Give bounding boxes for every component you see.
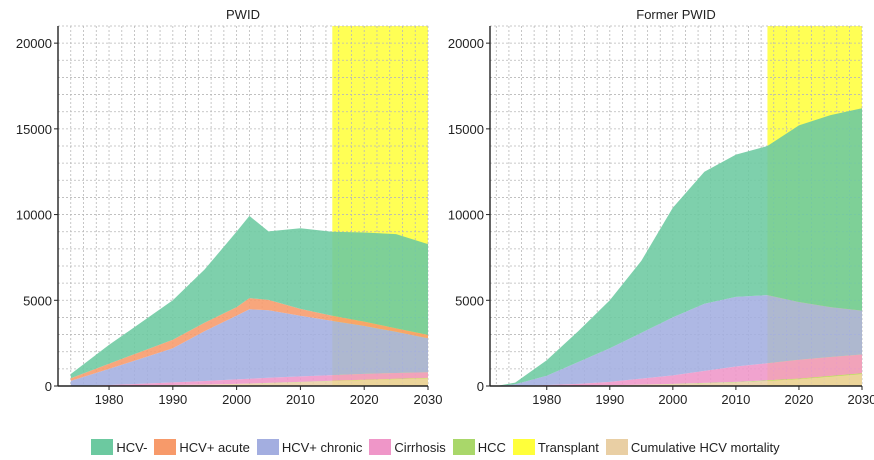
area-cumulative-hcv-mortality — [496, 374, 862, 386]
x-tick-label: 2020 — [784, 392, 813, 407]
y-tick-label: 15000 — [16, 122, 52, 137]
x-tick-label: 2030 — [848, 392, 874, 407]
area-hcv-chronic — [70, 309, 429, 386]
area-cirrhosis — [496, 354, 862, 386]
pwid-panel: 0 5000 10000 15000 20000 1980 1990 2000 2010 2020… — [16, 7, 443, 407]
x-tick-label: 2020 — [350, 392, 379, 407]
legend-swatch — [512, 439, 535, 455]
legend-swatch — [256, 439, 279, 455]
area-cumulative-hcv-mortality — [70, 378, 429, 386]
former-pwid-title: Former PWID — [636, 7, 715, 22]
y-tick-label: 20000 — [448, 36, 484, 51]
x-tick-label: 2000 — [658, 392, 687, 407]
legend-label: HCV- — [116, 439, 148, 455]
legend-label: Transplant — [537, 439, 599, 455]
y-tick-label: 10000 — [16, 208, 52, 223]
area-hcc — [496, 373, 862, 386]
legend-swatch — [154, 439, 177, 455]
y-tick-label: 0 — [45, 379, 52, 394]
legend-swatch — [452, 439, 475, 455]
y-tick-label: 5000 — [455, 293, 484, 308]
legend-item-cirrhosis: Cirrhosis — [369, 439, 446, 455]
legend-label: HCV+ chronic — [281, 439, 363, 455]
legend-label: Cumulative HCV mortality — [630, 439, 780, 455]
legend-swatch — [91, 439, 114, 455]
area-hcv — [70, 215, 429, 379]
legend: HCV- HCV+ acute HCV+ chronic Cirrhosis HCC Tr… — [0, 436, 874, 458]
legend-item-hcv-chronic: HCV+ chronic — [256, 439, 363, 455]
legend-label: Cirrhosis — [394, 439, 446, 455]
x-tick-label: 1990 — [595, 392, 624, 407]
x-tick-label: 2010 — [286, 392, 315, 407]
former-pwid-panel: 0 5000 10000 15000 20000 1980 1990 2000 2010 2020… — [448, 7, 874, 407]
legend-item-hcv: HCV- — [91, 439, 147, 455]
x-tick-label: 2010 — [721, 392, 750, 407]
area-hcv-chronic — [496, 295, 862, 386]
x-tick-label: 1990 — [158, 392, 187, 407]
legend-item-hcc: HCC — [452, 439, 506, 455]
x-tick-label: 1980 — [95, 392, 124, 407]
legend-item-transplant: Transplant — [512, 439, 599, 455]
legend-item-hcv-acute: HCV+ acute — [154, 439, 250, 455]
y-tick-label: 15000 — [448, 122, 484, 137]
y-tick-label: 5000 — [23, 293, 52, 308]
pwid-title: PWID — [226, 7, 260, 22]
legend-swatch — [369, 439, 392, 455]
legend-swatch — [605, 439, 628, 455]
x-tick-label: 2000 — [222, 392, 251, 407]
x-tick-label: 2030 — [414, 392, 443, 407]
y-tick-label: 20000 — [16, 36, 52, 51]
area-cirrhosis — [70, 372, 429, 386]
legend-item-cumulative-hcv-mortality: Cumulative HCV mortality — [605, 439, 780, 455]
legend-label: HCC — [477, 439, 506, 455]
x-tick-label: 1980 — [532, 392, 561, 407]
legend-label: HCV+ acute — [179, 439, 250, 455]
area-hcv-acute — [70, 298, 429, 381]
area-hcv — [496, 108, 862, 387]
y-tick-label: 10000 — [448, 208, 484, 223]
y-tick-label: 0 — [477, 379, 484, 394]
